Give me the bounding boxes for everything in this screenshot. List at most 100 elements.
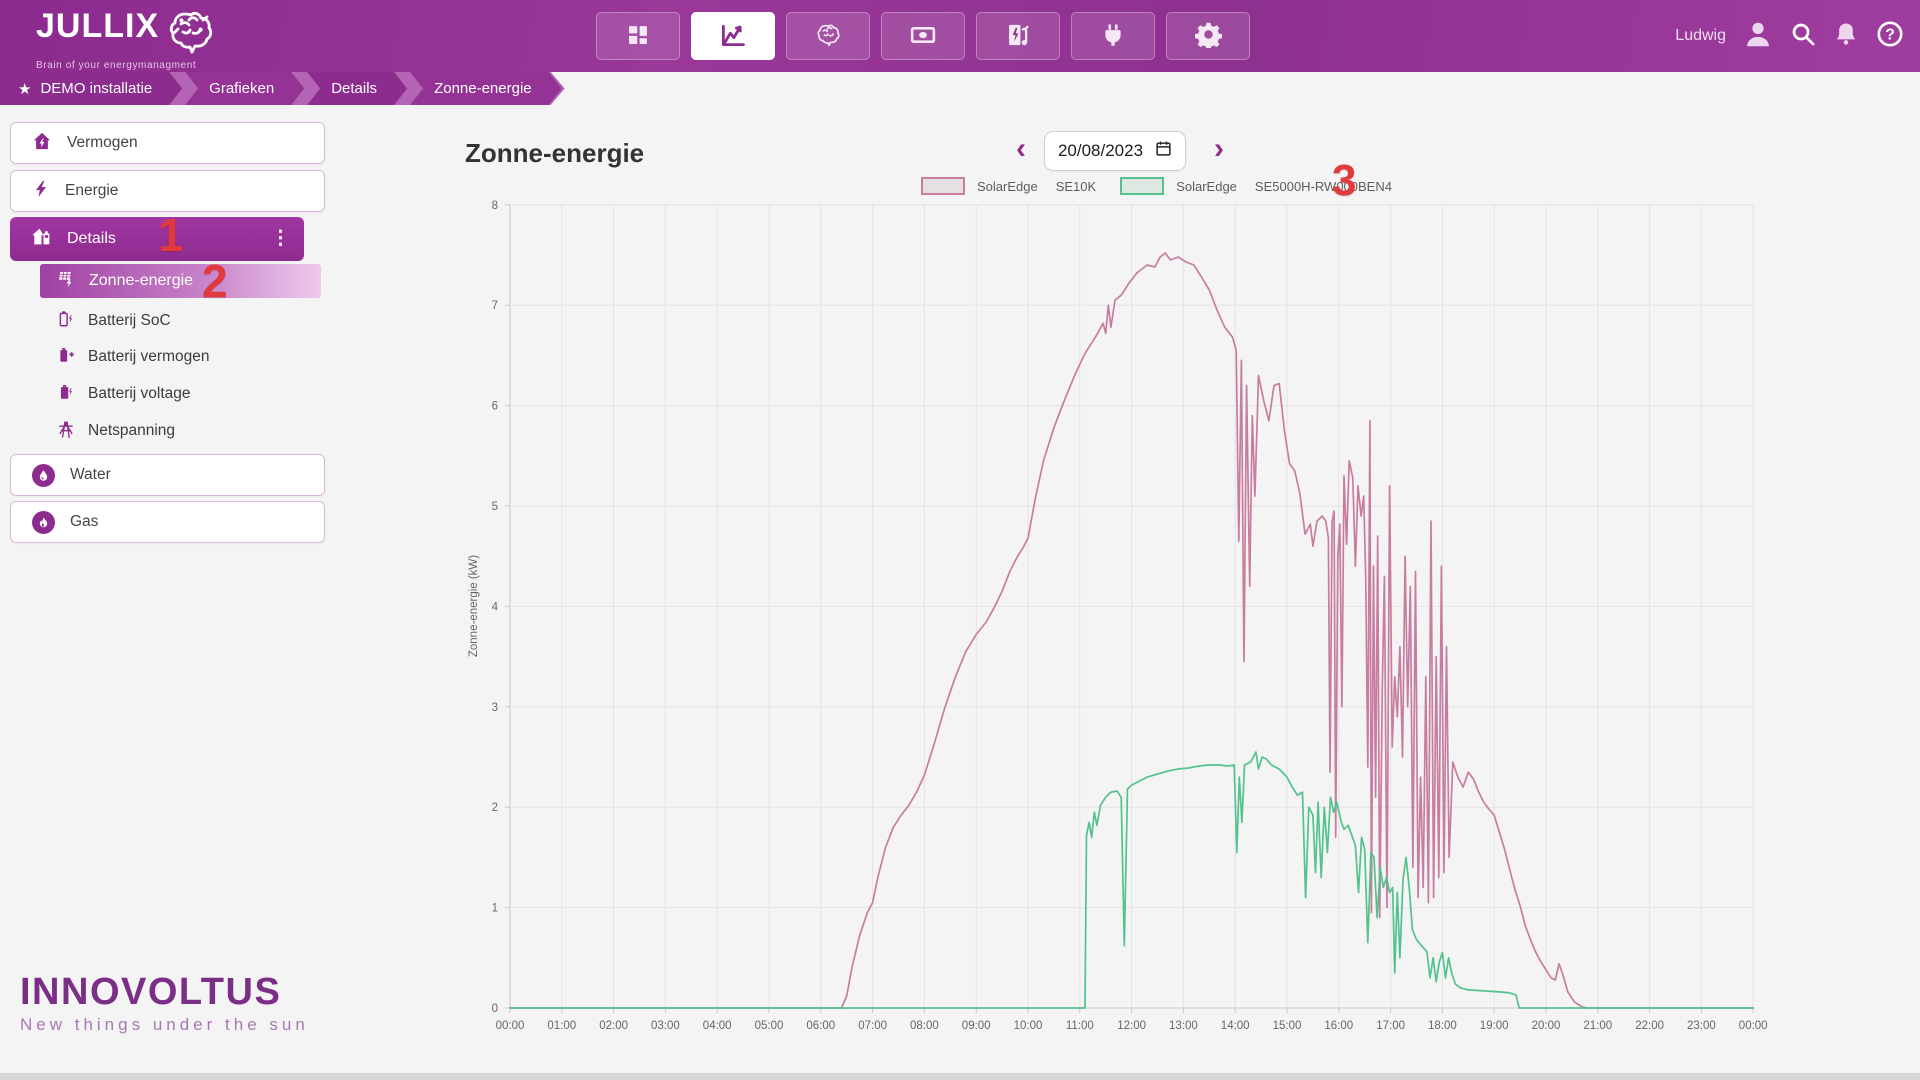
legend-model: SE10K	[1055, 178, 1097, 194]
svg-text:21:00: 21:00	[1583, 1020, 1612, 1032]
breadcrumb-item-details[interactable]: Details	[307, 72, 407, 105]
sidebar-item-details[interactable]: Details ⋮	[10, 217, 304, 261]
svg-text:18:00: 18:00	[1428, 1020, 1457, 1032]
logo-title: JULLIX	[36, 7, 160, 45]
line-chart-icon	[719, 21, 747, 52]
annotation-1: 1	[158, 209, 184, 261]
brain-logo-icon	[165, 8, 217, 59]
svg-text:5: 5	[492, 501, 498, 513]
svg-text:7: 7	[492, 300, 498, 312]
sidebar-subitem-label: Batterij vermogen	[88, 348, 210, 365]
date-input[interactable]: 20/08/2023	[1044, 131, 1186, 171]
bolt-icon	[32, 180, 50, 203]
dashboard-grid-icon	[625, 22, 651, 51]
svg-text:19:00: 19:00	[1480, 1020, 1509, 1032]
svg-text:00:00: 00:00	[496, 1020, 525, 1032]
sidebar-item-gas[interactable]: Gas	[10, 501, 325, 543]
brand-tagline: New things under the sun	[20, 1015, 309, 1034]
legend-model: SE5000H-RW000BEN4	[1254, 178, 1392, 194]
sidebar-subitem-label: Batterij SoC	[88, 312, 171, 329]
legend-swatch-se10k[interactable]	[921, 177, 965, 195]
sidebar-subitem-batterij-voltage[interactable]: Batterij voltage	[57, 377, 304, 411]
sidebar-item-label: Details	[67, 230, 116, 247]
solar-panel-icon	[57, 269, 76, 293]
page-title: Zonne-energie	[465, 138, 645, 168]
date-value: 20/08/2023	[1057, 141, 1144, 160]
svg-text:1: 1	[492, 903, 498, 915]
svg-text:Zonne-energie (kW): Zonne-energie (kW)	[468, 555, 480, 657]
plug-icon	[1100, 22, 1126, 51]
sidebar-subitem-batterij-vermogen[interactable]: Batterij vermogen	[57, 340, 304, 374]
battery-voltage-icon	[57, 383, 75, 406]
svg-text:10:00: 10:00	[1014, 1020, 1043, 1032]
charging-station-icon	[1005, 22, 1031, 51]
breadcrumb-item-grafieken[interactable]: Grafieken	[185, 72, 304, 105]
bottom-scrollbar-strip[interactable]	[0, 1073, 1920, 1080]
nav-settings-button[interactable]	[1166, 12, 1250, 60]
svg-text:17:00: 17:00	[1376, 1020, 1405, 1032]
brain-icon	[815, 21, 842, 51]
battery-plus-icon	[57, 346, 75, 369]
svg-text:15:00: 15:00	[1273, 1020, 1302, 1032]
sidebar-item-water[interactable]: Water	[10, 454, 325, 496]
sidebar-item-vermogen[interactable]: Vermogen	[10, 122, 325, 164]
date-prev-button[interactable]: ‹	[1016, 130, 1026, 168]
breadcrumb-item-installation[interactable]: ★ DEMO installatie	[0, 72, 182, 105]
brand-name: INNOVOLTUS	[20, 971, 282, 1013]
sidebar-subitem-label: Zonne-energie	[89, 272, 194, 289]
legend-swatch-se5000h[interactable]	[1120, 177, 1165, 195]
sidebar-subitem-batterij-soc[interactable]: Batterij SoC	[57, 304, 304, 338]
star-icon: ★	[18, 80, 32, 98]
user-avatar-icon[interactable]	[1743, 19, 1773, 54]
breadcrumb: ★ DEMO installatie Grafieken Details Zon…	[0, 72, 565, 105]
gas-flame-icon	[32, 510, 55, 534]
help-icon[interactable]: ?	[1876, 20, 1904, 53]
sidebar-item-label: Gas	[70, 513, 99, 530]
sidebar-subitem-netspanning[interactable]: Netspanning	[57, 414, 304, 448]
house-battery-icon	[31, 226, 52, 252]
nav-finance-button[interactable]	[881, 12, 965, 60]
nav-charts-button[interactable]	[691, 12, 775, 60]
svg-text:20:00: 20:00	[1532, 1020, 1561, 1032]
nav-ev-charging-button[interactable]	[976, 12, 1060, 60]
details-menu-kebab-icon[interactable]: ⋮	[271, 228, 290, 249]
svg-text:6: 6	[492, 401, 498, 413]
svg-text:8: 8	[492, 200, 498, 212]
annotation-2: 2	[202, 255, 228, 307]
water-drop-icon	[32, 463, 55, 487]
breadcrumb-item-zonne-energie[interactable]: Zonne-energie	[410, 72, 562, 105]
user-name: Ludwig	[1675, 27, 1726, 44]
svg-text:22:00: 22:00	[1635, 1020, 1664, 1032]
svg-text:07:00: 07:00	[858, 1020, 887, 1032]
search-icon[interactable]	[1790, 21, 1816, 52]
logo-tagline: Brain of your energymanagment	[36, 60, 197, 71]
money-icon	[909, 21, 937, 52]
date-next-button[interactable]: ›	[1214, 130, 1224, 168]
chart-legend: SolarEdge SE10K SolarEdge SE5000H-RW000B…	[921, 177, 1406, 195]
sidebar-item-energie[interactable]: Energie	[10, 170, 325, 212]
calendar-icon[interactable]	[1155, 140, 1172, 162]
svg-text:11:00: 11:00	[1066, 1020, 1094, 1032]
user-area: Ludwig ?	[1675, 0, 1904, 72]
svg-text:02:00: 02:00	[599, 1020, 628, 1032]
sidebar-item-label: Vermogen	[67, 134, 138, 151]
nav-plug-button[interactable]	[1071, 12, 1155, 60]
house-power-icon	[32, 131, 52, 156]
svg-text:03:00: 03:00	[651, 1020, 680, 1032]
svg-text:01:00: 01:00	[547, 1020, 576, 1032]
annotation-3: 3	[1332, 156, 1357, 205]
notifications-bell-icon[interactable]	[1833, 21, 1859, 52]
nav-dashboard-button[interactable]	[596, 12, 680, 60]
svg-text:13:00: 13:00	[1169, 1020, 1198, 1032]
gear-icon	[1194, 21, 1222, 51]
svg-text:14:00: 14:00	[1221, 1020, 1250, 1032]
svg-text:00:00: 00:00	[1739, 1020, 1768, 1032]
svg-text:3: 3	[492, 702, 498, 714]
svg-text:08:00: 08:00	[910, 1020, 939, 1032]
sidebar-subitem-zonne-energie[interactable]: Zonne-energie	[40, 264, 321, 298]
nav-ai-button[interactable]	[786, 12, 870, 60]
legend-brand: SolarEdge	[1176, 178, 1237, 194]
sidebar-item-label: Water	[70, 466, 111, 483]
app-header: JULLIX Brain of your energymanagment	[0, 0, 1920, 72]
